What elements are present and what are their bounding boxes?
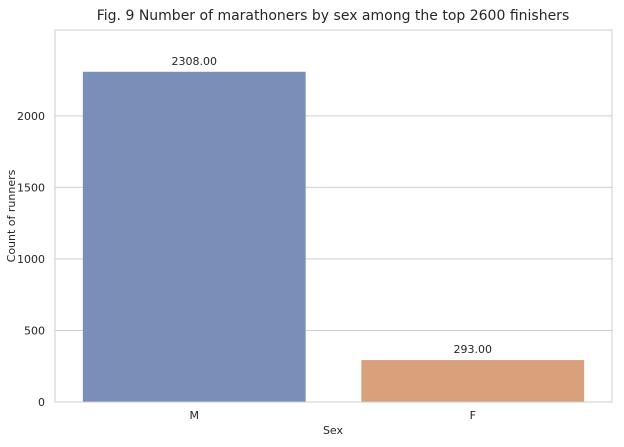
x-tick-label: M — [190, 409, 200, 422]
y-tick-label: 1000 — [17, 253, 45, 266]
bar-m — [82, 71, 306, 402]
bar-f — [361, 360, 585, 402]
y-tick-label: 500 — [24, 324, 45, 337]
bar-value-label: 2308.00 — [172, 55, 218, 68]
y-tick-label: 2000 — [17, 110, 45, 123]
bars — [82, 71, 585, 402]
plot-frame — [54, 29, 613, 403]
x-axis-label: Sex — [323, 424, 344, 437]
y-tick-label: 1500 — [17, 181, 45, 194]
y-tick-labels: 0 500 1000 1500 2000 — [17, 110, 45, 409]
x-tick-label: F — [470, 409, 476, 422]
chart-title: Fig. 9 Number of marathoners by sex amon… — [97, 8, 570, 24]
bar-value-labels: 2308.00 293.00 — [172, 55, 493, 356]
bar-value-label: 293.00 — [454, 343, 493, 356]
y-axis-label: Count of runners — [5, 169, 18, 262]
y-tick-label: 0 — [38, 396, 45, 409]
